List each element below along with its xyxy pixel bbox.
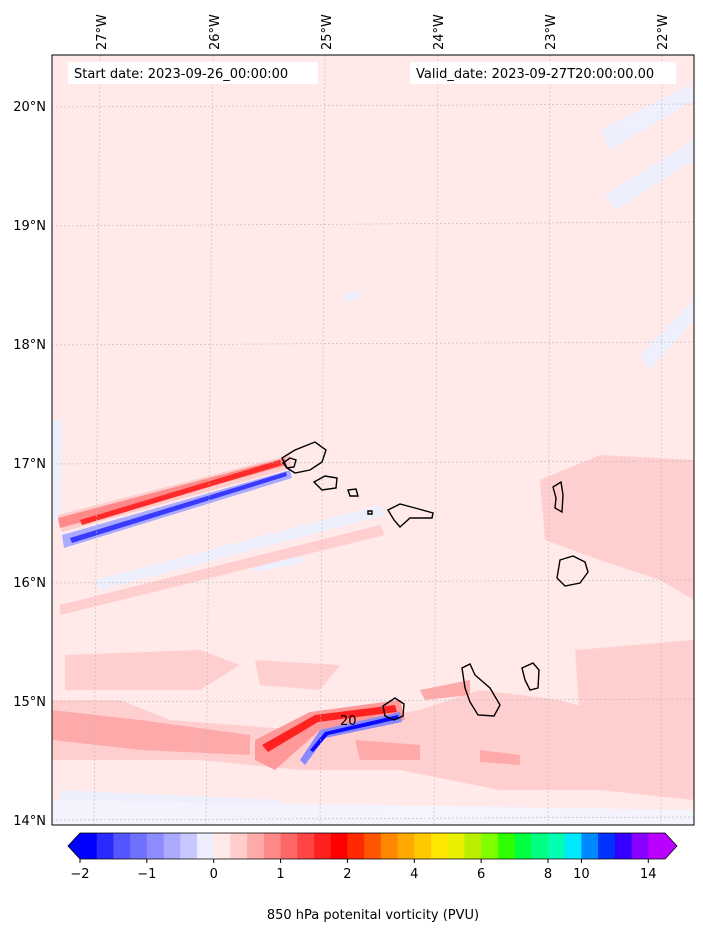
lon-tick-22w: 22°W — [656, 14, 671, 50]
colorbar-bin — [481, 833, 499, 859]
colorbar-tick-label: 10 — [573, 867, 590, 882]
colorbar-bin — [314, 833, 332, 859]
lat-tick-17n: 17°N — [13, 457, 46, 472]
lat-tick-labels: 20°N 19°N 18°N 17°N 16°N 15°N 14°N — [13, 100, 46, 829]
colorbar-tick-label: 8 — [544, 867, 552, 882]
colorbar-bin — [197, 833, 215, 859]
colorbar-tick-label: 1 — [276, 867, 284, 882]
start-date-label: Start date: 2023-09-26_00:00:00 — [74, 67, 288, 82]
colorbar-bin — [280, 833, 298, 859]
graticule — [52, 55, 694, 825]
colorbar — [67, 832, 678, 860]
colorbar-bin — [464, 833, 482, 859]
lon-tick-27w: 27°W — [95, 14, 110, 50]
colorbar-bin — [213, 833, 232, 859]
colorbar-tick-label: 0 — [210, 867, 218, 882]
colorbar-bin — [514, 833, 532, 859]
lon-tick-26w: 26°W — [208, 14, 223, 50]
colorbar-bin — [614, 833, 633, 859]
contour-label: 20 — [340, 714, 357, 729]
colorbar-ticks: −2 −1 0 1 2 4 6 8 10 14 — [70, 859, 657, 882]
lat-tick-19n: 19°N — [13, 219, 46, 234]
colorbar-bin — [380, 833, 399, 859]
colorbar-bin — [397, 833, 415, 859]
lon-tick-25w: 25°W — [320, 14, 335, 50]
colorbar-tick-label: 2 — [343, 867, 351, 882]
colorbar-bin — [330, 833, 349, 859]
valid-date-label: Valid_date: 2023-09-27T20:00:00.00 — [416, 67, 654, 82]
colorbar-bin — [347, 833, 365, 859]
valid-date-box — [410, 62, 676, 84]
lat-tick-16n: 16°N — [13, 576, 46, 591]
start-date-box — [68, 62, 318, 84]
colorbar-outline — [67, 832, 678, 860]
lat-tick-18n: 18°N — [13, 338, 46, 353]
map-area: 20 — [52, 55, 694, 825]
colorbar-tick-label: 14 — [640, 867, 657, 882]
north-dipole-streak — [58, 455, 292, 548]
colorbar-bin — [163, 833, 181, 859]
colorbar-bin — [497, 833, 516, 859]
colorbar-bin — [531, 833, 549, 859]
colorbar-bin — [263, 833, 282, 859]
colorbar-bin — [113, 833, 131, 859]
colorbar-label: 850 hPa potenital vorticity (PVU) — [267, 908, 479, 923]
colorbar-bin — [648, 833, 666, 859]
colorbar-extend-max — [665, 833, 677, 859]
colorbar-tick-label: 6 — [477, 867, 485, 882]
colorbar-bin — [564, 833, 583, 859]
colorbar-bin — [146, 833, 165, 859]
colorbar-bin — [598, 833, 616, 859]
lat-tick-14n: 14°N — [13, 814, 46, 829]
colorbar-bin — [180, 833, 198, 859]
lon-tick-24w: 24°W — [432, 14, 447, 50]
colorbar-bin — [431, 833, 449, 859]
lon-tick-23w: 23°W — [544, 14, 559, 50]
coastlines — [281, 441, 589, 721]
colorbar-bin — [414, 833, 432, 859]
contour-annotation: 20 — [340, 714, 357, 729]
colorbar-bin — [96, 833, 115, 859]
colorbar-tick-label: 4 — [410, 867, 418, 882]
lat-tick-20n: 20°N — [13, 100, 46, 115]
colorbar-tick-label: −1 — [137, 867, 156, 882]
colorbar-extend-min — [68, 833, 80, 859]
colorbar-bin — [130, 833, 148, 859]
colorbar-bin — [548, 833, 566, 859]
colorbar-bin — [631, 833, 649, 859]
colorbar-bin — [447, 833, 466, 859]
colorbar-bin — [297, 833, 315, 859]
colorbar-bin — [364, 833, 382, 859]
colorbar-bin — [230, 833, 248, 859]
lon-tick-labels: 27°W 26°W 25°W 24°W 23°W 22°W — [95, 14, 671, 50]
map-frame — [51, 54, 695, 826]
stronger-positive-patches — [52, 680, 520, 765]
colorbar-bin — [80, 833, 98, 859]
weak-negative-patches — [52, 85, 694, 825]
colorbar-bin — [581, 833, 599, 859]
lat-tick-15n: 15°N — [13, 695, 46, 710]
colorbar-bin — [247, 833, 265, 859]
colorbar-tick-label: −2 — [70, 867, 89, 882]
